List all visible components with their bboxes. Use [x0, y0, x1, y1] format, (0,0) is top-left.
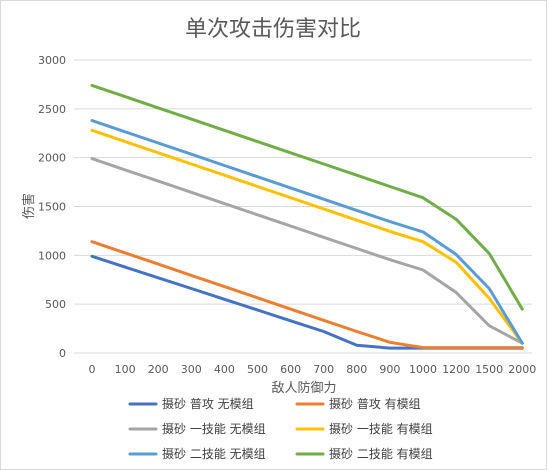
- y-axis-label: 伤害: [21, 193, 37, 219]
- y-tick-label: 3000: [38, 54, 66, 67]
- y-tick-label: 500: [45, 298, 66, 311]
- x-tick-label: 200: [148, 363, 169, 376]
- x-tick-label: 600: [280, 363, 301, 376]
- chart-title: 单次攻击伤害对比: [185, 17, 361, 42]
- series-line-5: [90, 119, 524, 345]
- x-tick-label: 300: [181, 363, 202, 376]
- x-tick-label: 400: [214, 363, 235, 376]
- x-tick-label: 1000: [409, 363, 437, 376]
- x-tick-label: 500: [247, 363, 268, 376]
- x-tick-label: 1500: [475, 363, 503, 376]
- y-tick-label: 0: [59, 347, 66, 360]
- x-tick-label: 2000: [508, 363, 536, 376]
- x-tick-label: 800: [346, 363, 367, 376]
- legend-label-6: 摄砂 二技能 有模组: [329, 446, 433, 461]
- series-line-2: [90, 240, 524, 350]
- y-tick-label: 1000: [38, 249, 66, 262]
- x-tick-label: 0: [89, 363, 96, 376]
- legend-label-4: 摄砂 一技能 有模组: [329, 421, 433, 436]
- legend-label-2: 摄砂 普攻 有模组: [329, 396, 421, 411]
- x-tick-label: 900: [379, 363, 400, 376]
- y-tick-label: 1500: [38, 201, 66, 214]
- legend-label-5: 摄砂 二技能 无模组: [162, 446, 266, 461]
- y-tick-label: 2000: [38, 152, 66, 165]
- x-tick-label: 1200: [442, 363, 470, 376]
- legend-label-3: 摄砂 一技能 无模组: [162, 421, 266, 436]
- y-tick-label: 2500: [38, 103, 66, 116]
- series-line-4: [90, 128, 524, 345]
- x-axis-label: 敌人防御力: [271, 380, 336, 396]
- y-tick-labels: 0 500 1000 1500 2000 2500 3000: [38, 54, 66, 360]
- x-tick-label: 100: [115, 363, 136, 376]
- series-line-6: [90, 83, 524, 311]
- x-tick-labels: 0 100 200 300 400 500 600 700 800 900 1000 1200 1500…: [89, 363, 537, 376]
- series-line-3: [90, 157, 524, 345]
- series-line-1: [90, 254, 524, 350]
- legend-label-1: 摄砂 普攻 无模组: [162, 396, 254, 411]
- series-lines: [90, 83, 524, 350]
- x-tick-label: 700: [313, 363, 334, 376]
